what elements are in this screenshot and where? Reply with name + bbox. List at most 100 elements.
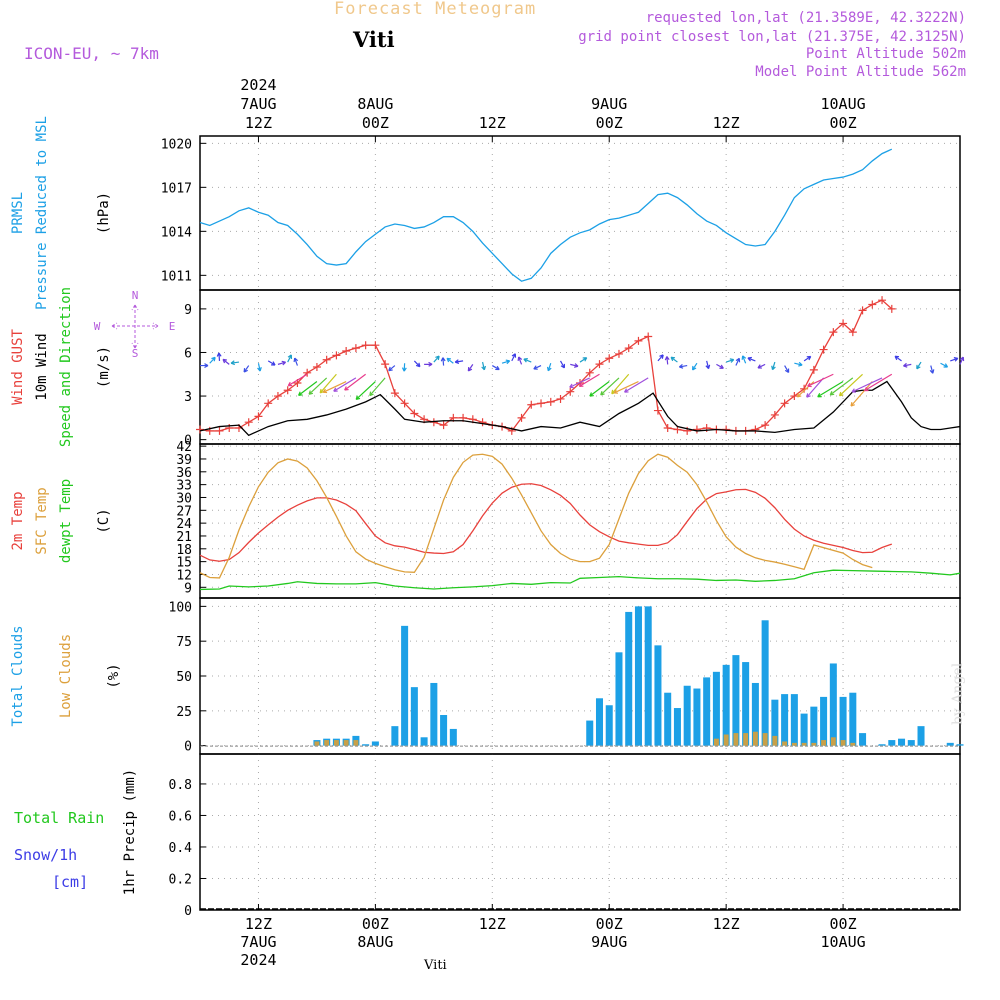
cloud-total-bar [683, 685, 691, 746]
wind-direction-arrow [222, 358, 230, 365]
wind-direction-arrow [369, 377, 386, 397]
wind-direction-arrow [691, 362, 698, 371]
ytick-label: 9 [184, 581, 192, 596]
cloud-total-bar [625, 611, 633, 746]
cloud-total-bar [839, 696, 847, 746]
cloud-total-bar [644, 606, 652, 746]
wind-direction-arrow [579, 357, 588, 363]
wind-direction-arrow [600, 377, 620, 396]
series-gust-point [624, 344, 633, 353]
series-gust-point [829, 328, 838, 337]
ylabel-clouds-1: Low Clouds [58, 634, 74, 718]
cloud-low-bar [830, 737, 836, 746]
series-gust-point [653, 406, 662, 415]
panel-frame [199, 135, 961, 291]
ylabel-clouds-2: (%) [106, 663, 122, 688]
wind-direction-arrow [850, 381, 873, 407]
wind-direction-arrow [741, 355, 747, 364]
ytick-label: 1020 [161, 137, 192, 152]
series-gust-point [537, 399, 546, 408]
ylabel-precip-0: 1hr Precip (mm) [122, 769, 138, 895]
wind-direction-arrow [492, 365, 500, 371]
wind-direction-arrow [559, 360, 565, 369]
wind-direction-arrow [757, 363, 766, 369]
ytick-label: 18 [176, 543, 192, 558]
cloud-total-bar [732, 655, 740, 746]
bottom-tick-label: 00Z [362, 915, 389, 933]
series-gust-point [390, 389, 399, 398]
location-name: Viti [353, 27, 395, 52]
wind-direction-arrow [413, 360, 421, 368]
cloud-total-bar [634, 606, 642, 746]
compass-s: S [132, 347, 139, 360]
ytick-label: 0 [184, 434, 192, 449]
ytick-label: 0.2 [169, 872, 192, 887]
top-tick-label: 00Z [830, 114, 857, 132]
cloud-total-bar [800, 713, 808, 746]
cloud-total-bar [790, 694, 798, 746]
series-gust-point [634, 336, 643, 345]
ytick-label: 21 [176, 530, 192, 545]
cloud-total-bar [888, 740, 896, 746]
wind-direction-arrow [533, 365, 542, 370]
wind-direction-arrow [467, 364, 474, 372]
series-gust-point [332, 351, 341, 360]
compass-w: W [94, 320, 101, 333]
cloud-total-bar [362, 744, 370, 746]
wind-direction-arrow [613, 380, 639, 394]
cloud-total-bar [898, 738, 906, 746]
series-gust-point [692, 425, 701, 434]
bottom-tick-label: 00Z [830, 915, 857, 933]
ylabel-wind-1: 10m Wind [34, 333, 50, 400]
wind-direction-arrow [216, 352, 222, 361]
series-gust-point [858, 306, 867, 315]
wind-direction-arrow [796, 381, 815, 398]
cloud-total-bar [654, 645, 662, 746]
ytick-label: 24 [176, 517, 192, 532]
point-altitude: Point Altitude 502m [805, 46, 966, 62]
series-gust-point [517, 413, 526, 422]
cloud-total-bar [751, 682, 759, 746]
bottom-tick-label: 9AUG [591, 933, 627, 951]
series-gust-point [371, 341, 380, 350]
wind-direction-arrow [287, 354, 293, 363]
wind-direction-arrow [806, 377, 825, 398]
wind-direction-arrow [517, 356, 523, 365]
ytick-label: 0.4 [169, 841, 193, 856]
cloud-total-bar [586, 720, 594, 746]
series-gust-point [751, 425, 760, 434]
wind-direction-arrow [940, 362, 949, 368]
wind-direction-arrow [570, 363, 579, 368]
footer-location: Viti [424, 958, 447, 973]
ytick-label: 36 [176, 466, 192, 481]
grid-point-coords: grid point closest lon,lat (21.375E, 42.… [578, 29, 966, 45]
top-tick-label: 00Z [596, 114, 623, 132]
wind-direction-arrow [243, 365, 250, 373]
cloud-total-bar [771, 699, 779, 746]
ytick-label: 0.8 [169, 778, 192, 793]
cloud-total-bar [693, 688, 701, 746]
top-tick-label: 7AUG [240, 95, 276, 113]
wind-direction-arrow [959, 356, 965, 365]
ytick-label: 0.6 [169, 809, 192, 824]
wind-direction-arrow [664, 356, 670, 365]
series-temp2m-line [199, 483, 893, 562]
cloud-total-bar [878, 744, 886, 746]
series-gust-point [878, 296, 887, 305]
wind-direction-arrow [716, 363, 724, 369]
bottom-tick-label: 12Z [713, 915, 740, 933]
ytick-label: 15 [176, 556, 192, 571]
cloud-total-bar [420, 737, 428, 746]
series-gust-point [809, 365, 818, 374]
series-gust-point [614, 349, 623, 358]
wind-direction-arrow [851, 377, 883, 393]
model-name: ICON-EU, ~ 7km [24, 44, 159, 63]
wind-direction-arrow [230, 360, 240, 366]
cloud-low-bar [713, 738, 719, 746]
series-pressure-line [199, 148, 893, 282]
wind-direction-arrow [257, 363, 262, 372]
wind-direction-arrow [950, 357, 959, 362]
series-gust-point [595, 360, 604, 369]
wind-direction-arrow [322, 380, 347, 394]
